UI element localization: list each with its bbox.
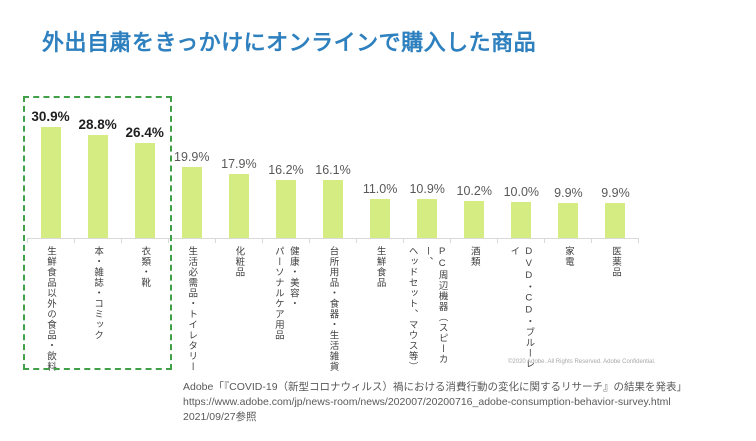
bar — [605, 202, 626, 238]
axis-tick — [357, 239, 404, 243]
bar-column: 28.8% — [74, 100, 121, 238]
bar-column: 16.2% — [262, 100, 309, 238]
axis-tick — [28, 239, 75, 243]
category-label: 衣類・靴 — [139, 246, 151, 288]
category-cell: 化粧品 — [215, 246, 262, 374]
category-cell: 生鮮食品 — [357, 246, 404, 374]
axis-tick — [75, 239, 122, 243]
bar-value-label: 11.0% — [362, 181, 398, 196]
axis-tick — [263, 239, 310, 243]
source-reference: Adobe「『COVID-19（新型コロナウィルス）禍における消費行動の変化に関… — [183, 380, 687, 425]
axis-tick — [451, 239, 498, 243]
category-label: 本・雑誌・コミック — [92, 246, 104, 341]
bar-column: 9.9% — [592, 100, 639, 238]
category-cell: 生活必需品・トイレタリー — [168, 246, 215, 374]
category-cell: 生鮮食品以外の食品・飲料 — [27, 246, 74, 374]
bar-column: 17.9% — [215, 100, 262, 238]
category-cell: 医薬品 — [592, 246, 639, 374]
bar-chart: 30.9% 28.8% 26.4% 19.9% 17.9% 16.2% 16.1% 11.0%… — [27, 100, 639, 374]
category-label: PC周辺機器（スピーカー、 ヘッドセット、マウス等） — [406, 246, 448, 372]
bar — [370, 198, 391, 238]
chart-copyright: ©2020 Adobe. All Rights Reserved. Adobe … — [508, 359, 656, 365]
bar-value-label: 30.9% — [31, 109, 70, 125]
bar — [134, 143, 155, 238]
bar-value-label: 26.4% — [125, 125, 164, 141]
bar — [511, 202, 532, 238]
category-cell: 酒類 — [451, 246, 498, 374]
axis-tick — [169, 239, 216, 243]
bar-column: 30.9% — [27, 100, 74, 238]
category-cell: 本・雑誌・コミック — [74, 246, 121, 374]
bar — [181, 166, 202, 238]
category-label: 化粧品 — [233, 246, 245, 278]
bar — [228, 173, 249, 238]
category-label: DVD・CD・ブルーレイ — [508, 246, 535, 369]
category-label: 医薬品 — [609, 246, 621, 278]
bar-column: 26.4% — [121, 100, 168, 238]
bar — [87, 134, 108, 238]
category-label: 家電 — [562, 246, 574, 267]
category-label: 生活必需品・トイレタリー — [186, 246, 198, 372]
source-line-3: 2021/09/27参照 — [183, 411, 257, 423]
bar-value-label: 28.8% — [78, 116, 117, 132]
bar-column: 11.0% — [357, 100, 404, 238]
bar-column: 16.1% — [309, 100, 356, 238]
chart-columns: 30.9% 28.8% 26.4% 19.9% 17.9% 16.2% 16.1% 11.0%… — [27, 100, 639, 238]
axis-tick — [592, 239, 639, 243]
bar-value-label: 17.9% — [221, 156, 257, 171]
bar-value-label: 16.2% — [268, 162, 304, 177]
category-labels: 生鮮食品以外の食品・飲料 本・雑誌・コミック 衣類・靴 生活必需品・トイレタリー 化粧品… — [27, 246, 639, 374]
category-label: 生鮮食品以外の食品・飲料 — [45, 246, 57, 372]
bar-value-label: 19.9% — [174, 149, 210, 164]
bar-column: 19.9% — [168, 100, 215, 238]
axis-tick — [545, 239, 592, 243]
axis-tick — [216, 239, 263, 243]
axis-tick — [404, 239, 451, 243]
category-cell: 健康・美容・ パーソナルケア用品 — [262, 246, 309, 374]
bar — [417, 198, 438, 238]
category-label: 酒類 — [468, 246, 480, 267]
bar-column: 10.0% — [498, 100, 545, 238]
category-label: 台所用品・食器・生活雑貨 — [327, 246, 339, 372]
bar-column: 10.9% — [404, 100, 451, 238]
page-title: 外出自粛をきっかけにオンラインで購入した商品 — [42, 30, 537, 55]
bar-value-label: 9.9% — [601, 185, 630, 200]
bar-value-label: 10.2% — [456, 184, 492, 199]
category-label: 健康・美容・ パーソナルケア用品 — [272, 246, 299, 341]
category-cell: 家電 — [545, 246, 592, 374]
bar-value-label: 10.9% — [409, 181, 445, 196]
bar — [558, 202, 579, 238]
bar — [40, 127, 61, 238]
bar — [323, 180, 343, 238]
axis-tick — [310, 239, 357, 243]
category-cell: 衣類・靴 — [121, 246, 168, 374]
bar-value-label: 9.9% — [554, 185, 583, 200]
bar-column: 10.2% — [451, 100, 498, 238]
bar-value-label: 16.1% — [315, 163, 351, 178]
source-line-2: https://www.adobe.com/jp/news-room/news/… — [183, 396, 671, 408]
axis-tick — [122, 239, 169, 243]
bar-column: 9.9% — [545, 100, 592, 238]
category-label: 生鮮食品 — [374, 246, 386, 288]
x-axis — [27, 238, 639, 243]
bar — [275, 179, 296, 238]
bar — [464, 201, 485, 238]
bar-value-label: 10.0% — [503, 185, 540, 200]
category-cell: PC周辺機器（スピーカー、 ヘッドセット、マウス等） — [404, 246, 451, 374]
axis-tick — [498, 239, 545, 243]
source-line-1: Adobe「『COVID-19（新型コロナウィルス）禍における消費行動の変化に関… — [183, 381, 688, 393]
category-cell: 台所用品・食器・生活雑貨 — [309, 246, 356, 374]
category-cell: DVD・CD・ブルーレイ — [498, 246, 545, 374]
